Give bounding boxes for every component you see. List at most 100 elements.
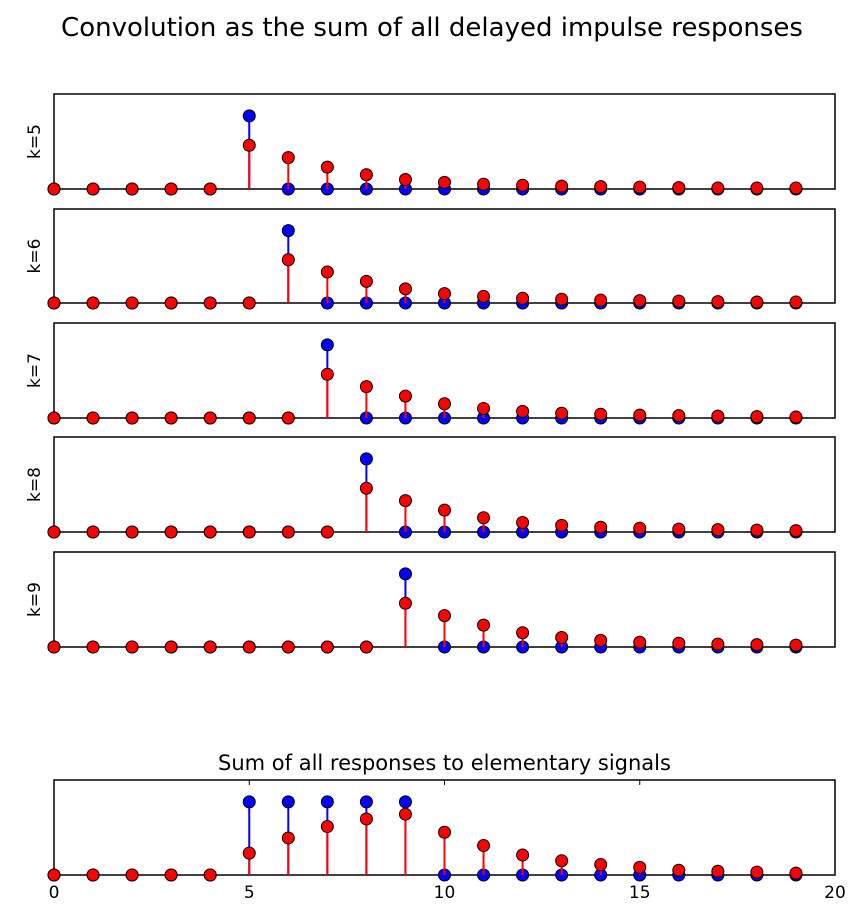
x-tick-label: 0	[49, 883, 60, 903]
stem-marker	[47, 296, 61, 310]
stem-marker	[711, 864, 725, 878]
stem-marker	[398, 494, 412, 508]
stem-marker	[516, 626, 530, 640]
stem-marker	[203, 296, 217, 310]
stem-marker	[398, 807, 412, 821]
y-axis-label: k=9	[25, 582, 45, 617]
stem-marker	[125, 640, 139, 654]
stem-marker	[594, 858, 608, 872]
stem-marker	[164, 868, 178, 882]
stem-marker	[477, 618, 491, 632]
y-axis-label: k=5	[25, 124, 45, 159]
stem-marker	[86, 868, 100, 882]
stem-marker	[594, 407, 608, 421]
stem-marker	[750, 638, 764, 652]
stem-marker	[203, 411, 217, 425]
stem-marker	[633, 860, 647, 874]
stem-marker	[633, 180, 647, 194]
stem-marker	[672, 181, 686, 195]
stem-marker	[750, 295, 764, 309]
stem-marker	[86, 525, 100, 539]
stem-marker	[438, 825, 451, 839]
stem-marker	[242, 640, 256, 654]
stem-marker	[516, 404, 530, 418]
panel-2: k=7	[25, 322, 836, 425]
plot-panels: k=5 k=6 k=7 k=8 k=9 Sum of all responses to e…	[25, 93, 846, 903]
panel-5: Sum of all responses to elementary signa…	[47, 751, 846, 903]
stem-marker	[555, 406, 569, 420]
stem-marker	[633, 521, 647, 535]
panel-3: k=8	[25, 436, 836, 539]
stem-marker	[203, 525, 217, 539]
stem-marker	[398, 596, 412, 610]
stem-marker	[594, 293, 608, 307]
x-tick-label: 5	[244, 883, 255, 903]
stem-marker	[477, 177, 491, 191]
stem-marker	[242, 411, 256, 425]
stem-marker	[320, 525, 334, 539]
stem-marker	[281, 411, 295, 425]
stem-marker	[750, 181, 764, 195]
stem-marker	[516, 516, 530, 529]
stem-marker	[281, 253, 295, 267]
stem-marker	[203, 182, 217, 196]
stem-marker	[672, 294, 686, 308]
stem-marker	[555, 631, 569, 644]
stem-marker	[398, 389, 412, 403]
stem-marker	[516, 291, 530, 305]
stem-marker	[789, 181, 803, 195]
stem-marker	[86, 182, 100, 196]
stem-marker	[633, 294, 647, 308]
panel-0: k=5	[25, 93, 836, 196]
stem-marker	[438, 175, 451, 189]
stem-marker	[477, 402, 491, 415]
stem-marker	[594, 633, 608, 647]
stem-marker	[711, 409, 725, 423]
stem-marker	[359, 452, 373, 466]
stem-marker	[47, 525, 61, 539]
stem-marker	[555, 179, 569, 193]
stem-marker	[359, 812, 373, 826]
stem-marker	[281, 831, 295, 845]
series-response	[47, 481, 803, 539]
stem-marker	[242, 525, 256, 539]
stem-marker	[711, 523, 725, 537]
stem-marker	[281, 640, 295, 654]
stem-marker	[86, 296, 100, 310]
stem-marker	[672, 863, 686, 877]
stem-marker	[555, 854, 569, 868]
stem-marker	[398, 282, 412, 296]
series-response	[47, 253, 803, 310]
panel-1: k=6	[25, 208, 836, 310]
stem-marker	[359, 640, 373, 654]
stem-marker	[320, 820, 334, 834]
stem-marker	[359, 481, 373, 495]
stem-marker	[359, 380, 373, 394]
panel-4: k=9	[25, 551, 836, 654]
stem-marker	[203, 868, 217, 882]
stem-marker	[594, 520, 608, 534]
stem-marker	[750, 523, 764, 537]
stem-marker	[320, 640, 334, 654]
stem-marker	[86, 411, 100, 425]
stem-marker	[633, 408, 647, 422]
stem-marker	[47, 182, 61, 196]
stem-marker	[438, 503, 451, 517]
stem-marker	[47, 868, 61, 882]
stem-marker	[711, 637, 725, 651]
stem-marker	[86, 640, 100, 654]
stem-marker	[242, 846, 256, 860]
stem-marker	[789, 866, 803, 880]
panel-title: Sum of all responses to elementary signa…	[218, 751, 671, 775]
stem-marker	[516, 178, 530, 192]
stem-marker	[164, 411, 178, 425]
stem-marker	[320, 338, 334, 352]
series-response	[47, 367, 803, 425]
stem-marker	[125, 868, 139, 882]
stem-marker	[398, 173, 412, 186]
stem-marker	[789, 295, 803, 309]
series-response	[47, 807, 803, 882]
stem-marker	[789, 638, 803, 652]
stem-marker	[477, 839, 491, 853]
